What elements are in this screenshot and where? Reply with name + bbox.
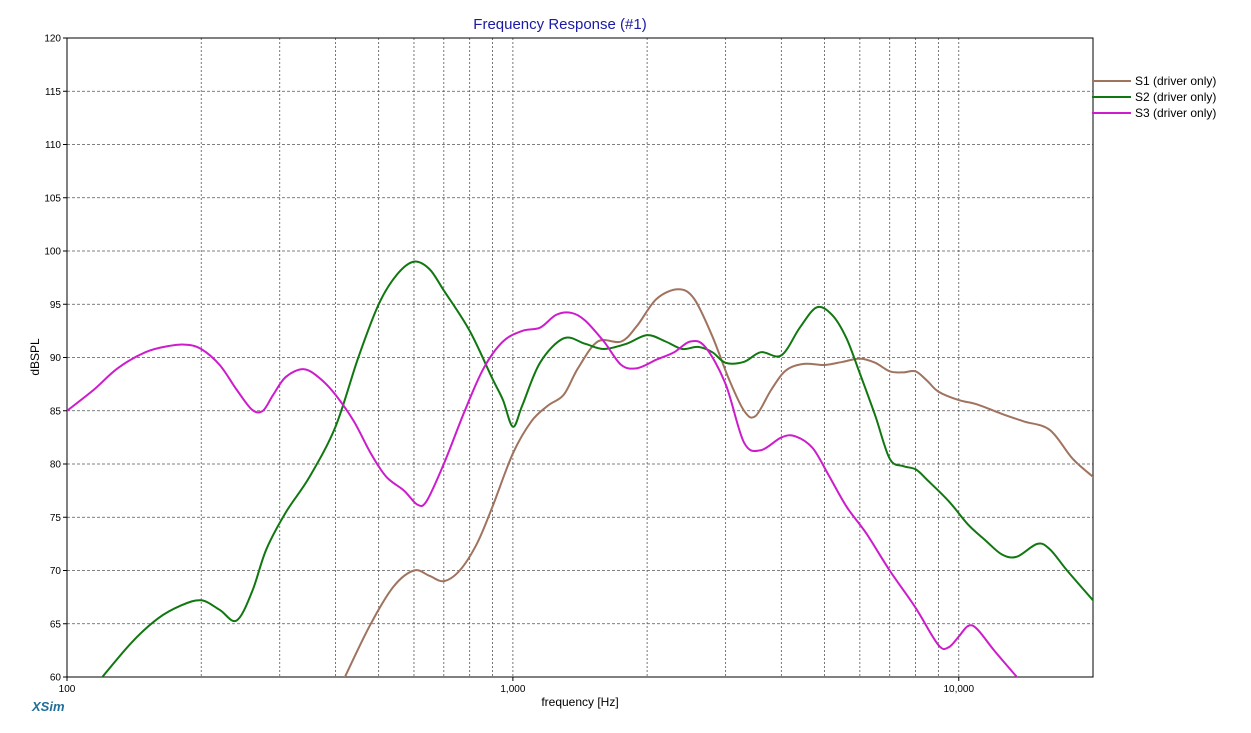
x-axis-ticks: 100 1,000 10,000: [59, 677, 975, 695]
series-lines: [67, 260, 1093, 677]
series-line-s1: [343, 288, 1093, 677]
y-tick-label: 75: [50, 513, 62, 524]
x-tick-label: 100: [59, 684, 76, 695]
y-tick-label: 65: [50, 619, 62, 630]
legend-label-s1: S1 (driver only): [1135, 74, 1216, 88]
y-tick-label: 70: [50, 566, 62, 577]
y-tick-label: 120: [44, 34, 61, 45]
y-tick-label: 90: [50, 353, 62, 364]
legend-label-s2: S2 (driver only): [1135, 90, 1216, 104]
x-axis-label: frequency [Hz]: [541, 695, 618, 709]
y-tick-label: 100: [44, 247, 61, 258]
y-tick-label: 105: [44, 193, 61, 204]
y-tick-label: 85: [50, 406, 62, 417]
legend-label-s3: S3 (driver only): [1135, 106, 1216, 120]
y-tick-label: 110: [45, 140, 61, 151]
x-tick-label: 10,000: [943, 684, 974, 695]
y-axis-label: dBSPL: [28, 338, 42, 376]
y-tick-label: 60: [50, 673, 62, 684]
grid: [67, 37, 1093, 678]
y-tick-label: 115: [45, 87, 61, 98]
xsim-brand-logo: XSim: [32, 699, 65, 714]
x-tick-label: 1,000: [500, 684, 525, 695]
series-line-s3: [67, 311, 1018, 677]
legend: S1 (driver only) S2 (driver only) S3 (driv…: [1092, 74, 1216, 120]
series-line-s2: [101, 260, 1093, 677]
y-tick-label: 80: [50, 460, 62, 471]
y-tick-label: 95: [50, 300, 62, 311]
chart-title: Frequency Response (#1): [473, 16, 646, 33]
y-axis-ticks: 60 65 70 75 80 85 90 95 100 105 110 115 120: [44, 34, 67, 684]
